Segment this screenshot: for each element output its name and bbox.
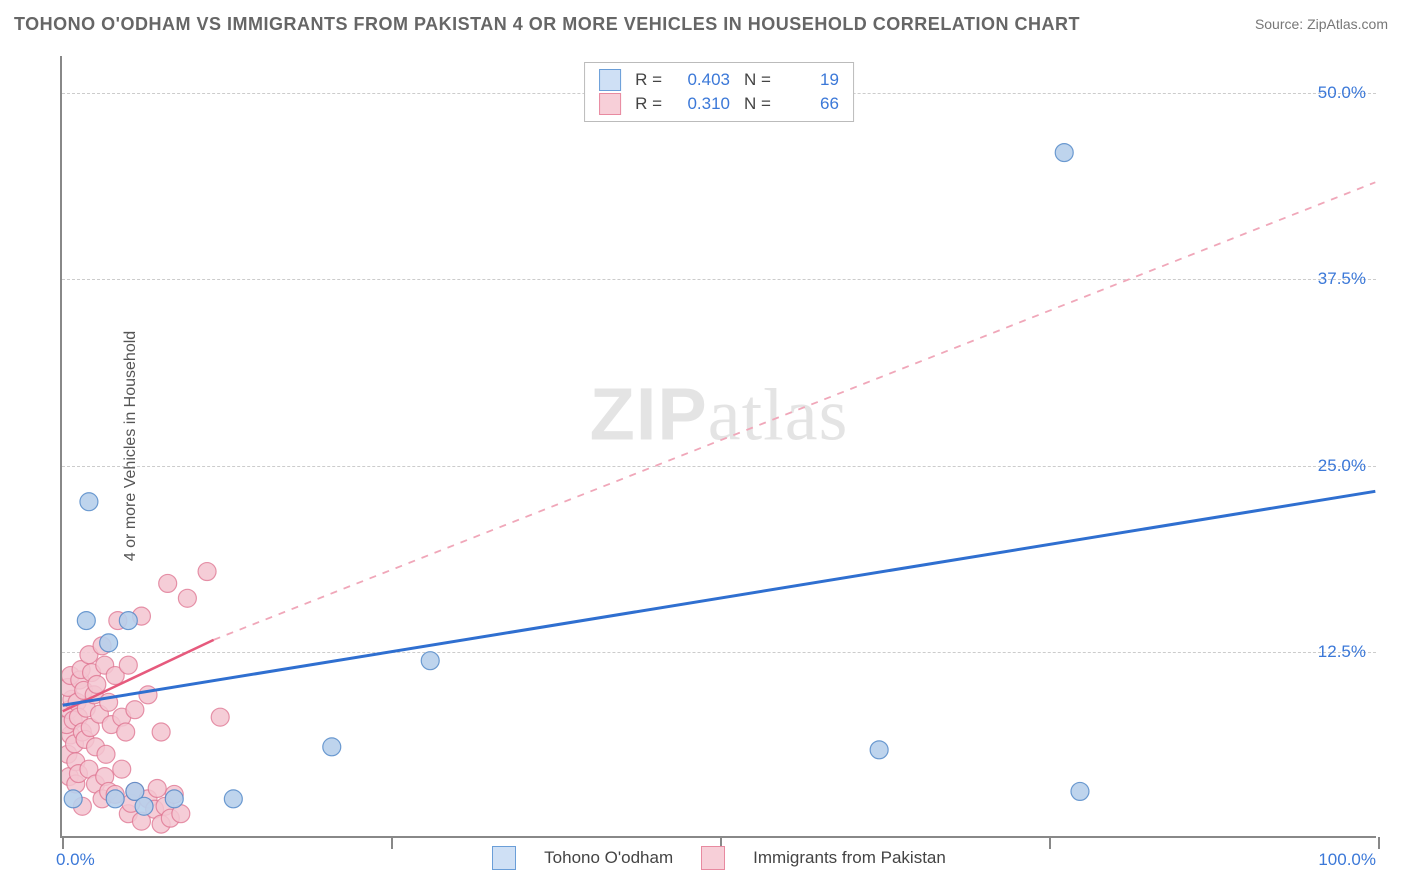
data-point [870,741,888,759]
legend-label: Tohono O'odham [544,848,673,868]
legend-series: Tohono O'odham Immigrants from Pakistan [62,846,1376,870]
legend-row: R = 0.403 N = 19 [599,68,839,92]
data-point [106,790,124,808]
data-point [126,701,144,719]
data-point [117,723,135,741]
legend-swatch [492,846,516,870]
data-point [64,790,82,808]
data-point [135,797,153,815]
data-point [100,634,118,652]
data-point [139,686,157,704]
data-point [119,656,137,674]
legend-r-label: R = [635,68,662,92]
x-tick [1378,837,1380,849]
legend-r-value: 0.310 [676,92,730,116]
data-point [421,652,439,670]
data-point [211,708,229,726]
data-point [178,589,196,607]
legend-swatch [599,93,621,115]
chart-title: TOHONO O'ODHAM VS IMMIGRANTS FROM PAKIST… [14,14,1080,35]
data-point [323,738,341,756]
regression-line [63,491,1376,705]
source-attribution: Source: ZipAtlas.com [1255,16,1388,32]
data-point [113,760,131,778]
page: TOHONO O'ODHAM VS IMMIGRANTS FROM PAKIST… [0,0,1406,892]
data-point [1055,144,1073,162]
legend-label: Immigrants from Pakistan [753,848,946,868]
data-point [77,612,95,630]
legend-r-label: R = [635,92,662,116]
legend-r-value: 0.403 [676,68,730,92]
legend-swatch [701,846,725,870]
legend-n-label: N = [744,68,771,92]
data-point [224,790,242,808]
data-point [1071,782,1089,800]
regression-line [214,182,1376,640]
legend-row: R = 0.310 N = 66 [599,92,839,116]
legend-swatch [599,69,621,91]
data-point [152,723,170,741]
chart-svg [62,56,1376,836]
legend-n-value: 19 [785,68,839,92]
data-point [80,493,98,511]
source-label: Source: [1255,16,1307,32]
source-name: ZipAtlas.com [1307,16,1388,32]
data-point [159,574,177,592]
plot-area: ZIPatlas 12.5%25.0%37.5%50.0%0.0%100.0%R… [60,56,1376,838]
data-point [198,563,216,581]
data-point [119,612,137,630]
data-point [165,790,183,808]
data-point [97,745,115,763]
data-point [148,779,166,797]
legend-n-label: N = [744,92,771,116]
legend-correlation: R = 0.403 N = 19 R = 0.310 N = 66 [584,62,854,122]
legend-n-value: 66 [785,92,839,116]
